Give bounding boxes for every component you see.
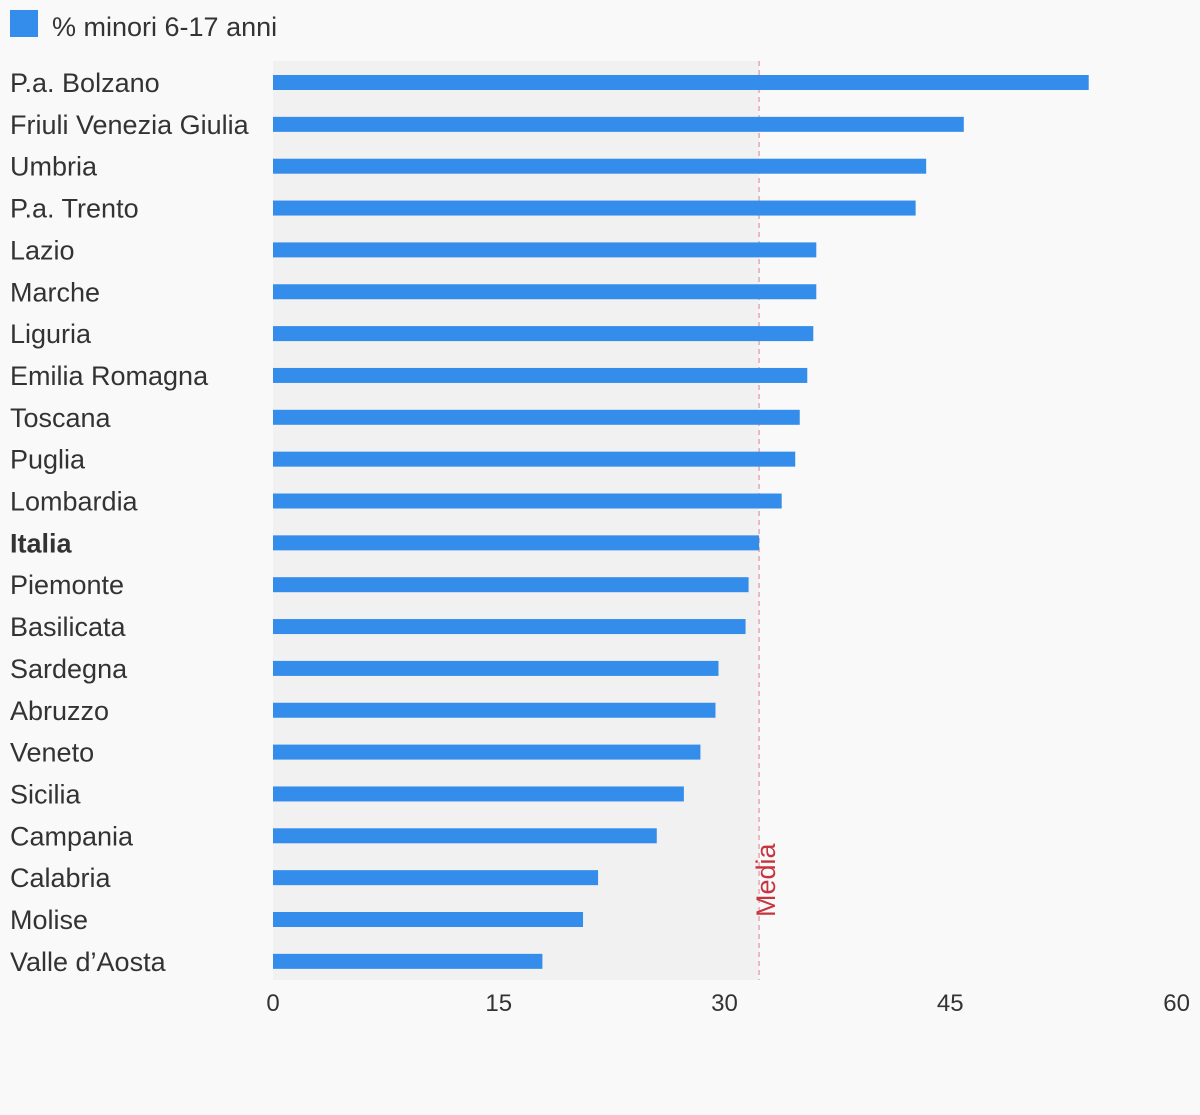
bar	[273, 326, 814, 342]
category-label: Liguria	[10, 319, 92, 349]
bars	[273, 75, 1089, 969]
bar	[273, 493, 782, 509]
category-label: P.a. Bolzano	[10, 68, 160, 98]
reference-line-label: Media	[751, 842, 781, 917]
category-label: Piemonte	[10, 570, 124, 600]
bar	[273, 451, 796, 467]
category-label: Veneto	[10, 738, 94, 768]
bar	[273, 367, 808, 383]
category-label: P.a. Trento	[10, 194, 139, 224]
category-label: Toscana	[10, 403, 112, 433]
bar	[273, 744, 701, 760]
category-label: Marche	[10, 277, 100, 307]
bar	[273, 912, 584, 927]
bar	[273, 284, 817, 300]
category-label: Puglia	[10, 445, 86, 475]
x-tick-label: 15	[485, 990, 512, 1017]
bar	[273, 702, 716, 718]
category-label: Abruzzo	[10, 696, 109, 726]
bar	[273, 870, 599, 886]
category-label: Campania	[10, 821, 134, 851]
category-labels: P.a. Bolzano Friuli Venezia Giulia Umbria P…	[10, 68, 250, 977]
x-tick-label: 60	[1163, 990, 1190, 1017]
bar	[273, 828, 657, 844]
bar	[273, 535, 760, 551]
legend-swatch	[10, 10, 38, 37]
bar	[273, 409, 800, 425]
bar	[273, 158, 927, 174]
category-label: Basilicata	[10, 612, 127, 642]
legend-label: % minori 6-17 anni	[52, 12, 277, 42]
bar	[273, 660, 719, 676]
category-label: Lazio	[10, 235, 75, 265]
category-label: Sardegna	[10, 654, 128, 684]
x-tick-label: 0	[266, 990, 279, 1017]
bar	[273, 577, 749, 593]
legend: % minori 6-17 anni	[10, 10, 277, 42]
x-tick-label: 30	[711, 990, 738, 1017]
bar	[273, 242, 817, 258]
bar	[273, 619, 746, 635]
category-label: Molise	[10, 905, 88, 935]
bar	[273, 75, 1089, 90]
x-axis-tick-labels: 0 15 30 45 60	[266, 990, 1190, 1017]
category-label: Valle d’Aosta	[10, 947, 167, 977]
category-label: Friuli Venezia Giulia	[10, 110, 250, 140]
category-label: Calabria	[10, 863, 112, 893]
bar	[273, 953, 543, 969]
bar	[273, 116, 964, 132]
x-tick-label: 45	[937, 990, 964, 1017]
category-label: Lombardia	[10, 487, 139, 517]
category-label: Emilia Romagna	[10, 361, 209, 391]
category-label: Italia	[10, 528, 73, 558]
category-label: Umbria	[10, 152, 98, 182]
bar	[273, 200, 916, 216]
bar	[273, 786, 684, 802]
category-label: Sicilia	[10, 779, 82, 809]
